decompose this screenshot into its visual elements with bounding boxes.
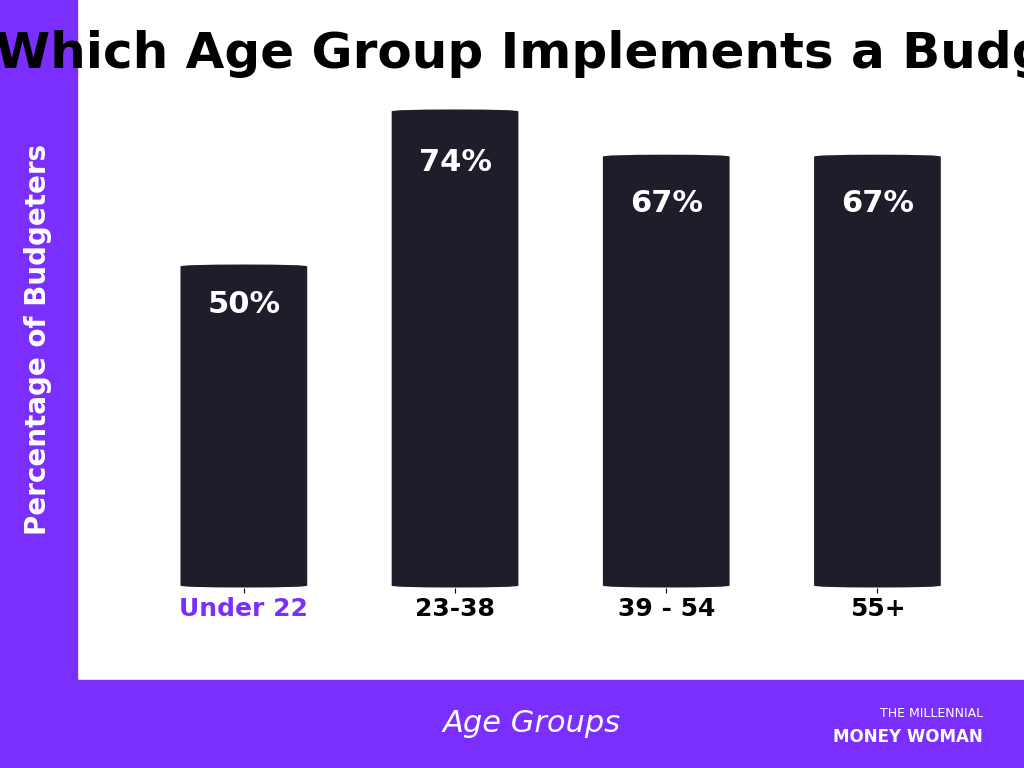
FancyBboxPatch shape	[603, 154, 729, 588]
Text: 74%: 74%	[419, 147, 492, 177]
Bar	[814, 154, 941, 588]
Text: 67%: 67%	[630, 189, 702, 218]
Bar	[603, 154, 729, 588]
Text: THE MILLENNIAL: THE MILLENNIAL	[880, 707, 983, 720]
FancyBboxPatch shape	[814, 154, 941, 588]
Text: MONEY WOMAN: MONEY WOMAN	[834, 728, 983, 746]
Text: Percentage of Budgeters: Percentage of Budgeters	[25, 144, 52, 535]
Text: 50%: 50%	[207, 290, 281, 319]
FancyBboxPatch shape	[391, 110, 518, 588]
Bar	[391, 110, 518, 588]
Text: Which Age Group Implements a Budget: Which Age Group Implements a Budget	[0, 30, 1024, 78]
Text: 67%: 67%	[841, 189, 914, 218]
FancyBboxPatch shape	[180, 264, 307, 588]
Bar	[180, 264, 307, 588]
Text: Age Groups: Age Groups	[442, 710, 621, 738]
